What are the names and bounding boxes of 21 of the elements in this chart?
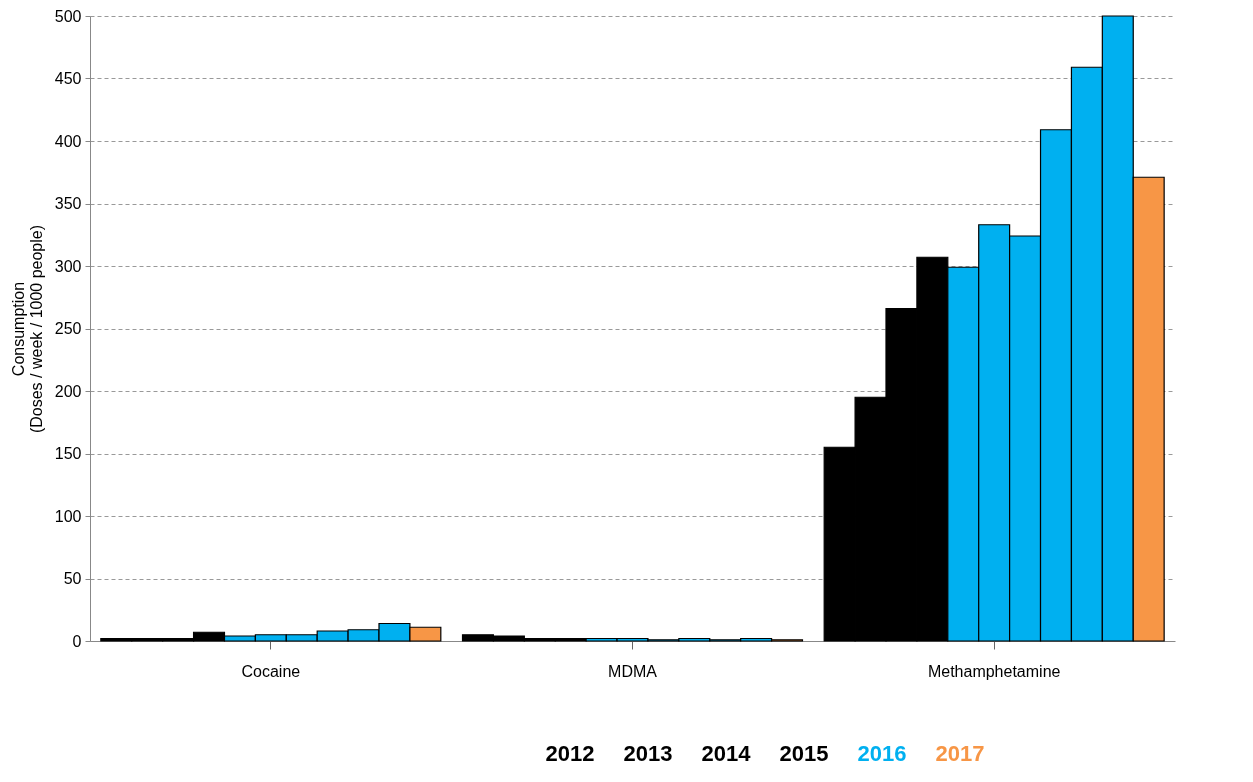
y-tick-label: 150 xyxy=(54,445,82,462)
y-tick-label: 300 xyxy=(54,257,82,275)
y-tick-label: 350 xyxy=(54,195,82,212)
text: 2013 xyxy=(623,741,673,766)
y-tick-label: 250 xyxy=(54,320,82,337)
text: 2017 xyxy=(935,741,985,766)
y-tick-label: 200 xyxy=(54,382,82,400)
x-tick-label: Cocaine xyxy=(241,662,301,680)
text: 2012 xyxy=(545,741,595,766)
text: 2014 xyxy=(701,741,752,766)
x-tick-label: Methamphetamine xyxy=(927,662,1061,680)
y-tick-label: 100 xyxy=(54,507,82,525)
y-axis-title: Consumption (Doses / week / 1000 people) xyxy=(9,224,45,434)
text: 2016 xyxy=(857,741,907,766)
y-tick-label: 0 xyxy=(72,632,82,650)
y-tick-label: 450 xyxy=(54,70,82,87)
y-tick-label: 50 xyxy=(63,570,82,587)
x-tick-label: MDMA xyxy=(608,662,658,680)
text: 2015 xyxy=(779,741,829,766)
y-tick-label: 500 xyxy=(54,7,82,25)
y-tick-label: 400 xyxy=(54,132,82,150)
